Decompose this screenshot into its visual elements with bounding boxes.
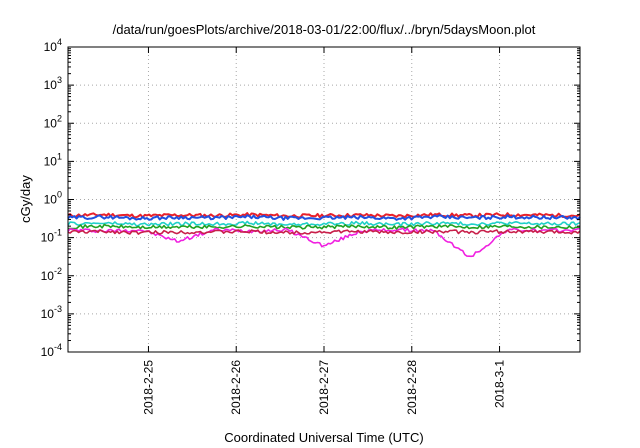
y-tick-label: 102: [44, 113, 62, 130]
grid: [68, 47, 580, 352]
y-axis: 10-4 10-3 10-2 10-1 100 101 102 103 104: [41, 37, 580, 359]
chart-title: /data/run/goesPlots/archive/2018-03-01/2…: [113, 22, 536, 37]
series-line: [67, 229, 581, 235]
series-line: [67, 220, 581, 227]
y-tick-label: 104: [44, 37, 62, 54]
x-axis-label: Coordinated Universal Time (UTC): [224, 430, 423, 445]
y-tick-label: 103: [44, 75, 62, 92]
x-tick-label: 2018-3-1: [493, 360, 507, 408]
series-line: [67, 214, 581, 221]
series-lines: [67, 212, 581, 258]
y-tick-label: 100: [44, 190, 62, 207]
x-tick-label: 2018-2-26: [229, 360, 243, 415]
x-axis: 2018-2-25 2018-2-26 2018-2-27 2018-2-28 2018…: [141, 47, 507, 415]
y-tick-label: 101: [44, 151, 62, 168]
y-tick-label: 10-4: [41, 342, 62, 359]
x-tick-label: 2018-2-28: [405, 360, 419, 415]
x-tick-label: 2018-2-27: [317, 360, 331, 415]
series-line: [67, 223, 580, 230]
y-tick-label: 10-2: [41, 266, 62, 283]
x-tick-label: 2018-2-25: [141, 360, 155, 415]
y-tick-label: 10-3: [41, 304, 62, 321]
y-tick-label: 10-1: [41, 228, 62, 245]
y-axis-label: cGy/day: [18, 175, 33, 223]
